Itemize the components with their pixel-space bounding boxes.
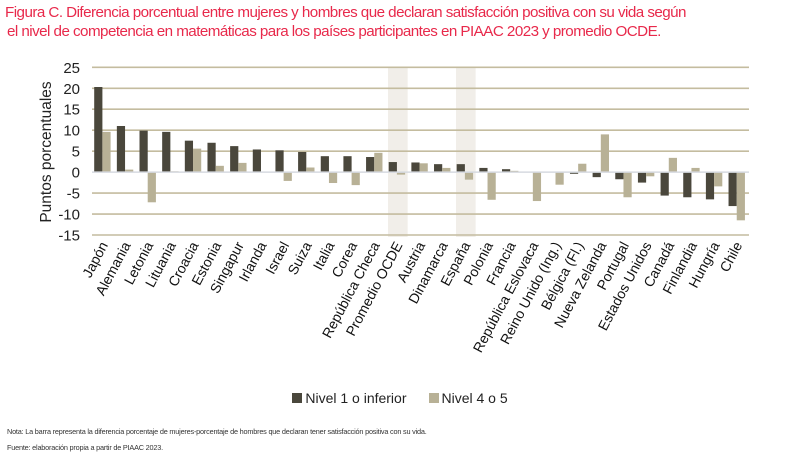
bar-nivel-1-o-inferior-finlandia	[683, 172, 692, 198]
bar-nivel-4-o-5-canada	[668, 157, 677, 173]
bar-nivel-1-o-inferior-polonia	[479, 167, 488, 173]
y-tick-label: 5	[72, 144, 80, 161]
bar-nivel-4-o-5-corea	[351, 172, 360, 186]
bar-nivel-4-o-5-estonia	[215, 165, 224, 173]
legend: Nivel 1 o inferior Nivel 4 o 5	[0, 390, 800, 406]
bar-nivel-4-o-5-reino-unido-ing	[555, 172, 564, 185]
bar-nivel-1-o-inferior-letonia	[139, 130, 148, 173]
bar-nivel-4-o-5-chile	[736, 172, 745, 221]
bars	[94, 87, 745, 221]
bar-nivel-1-o-inferior-suiza	[298, 151, 307, 173]
legend-swatch-dark	[292, 393, 303, 403]
bar-nivel-1-o-inferior-croacia	[184, 140, 194, 173]
chart-title-line-2: el nivel de competencia en matemáticas p…	[7, 23, 661, 40]
bar-nivel-1-o-inferior-chile	[728, 172, 737, 207]
bar-nivel-1-o-inferior-corea	[343, 156, 352, 173]
bar-nivel-4-o-5-singapur	[238, 162, 247, 173]
bar-nivel-1-o-inferior-promedio-ocde	[388, 162, 397, 173]
bar-nivel-4-o-5-suiza	[306, 167, 315, 173]
bar-nivel-4-o-5-japon	[102, 131, 111, 173]
y-tick-label: 20	[63, 81, 80, 98]
highlight-band-espana	[455, 67, 476, 237]
bar-nivel-1-o-inferior-estados-unidos	[637, 172, 647, 183]
bar-nivel-4-o-5-austria	[419, 163, 428, 173]
bar-nivel-1-o-inferior-estonia	[207, 142, 216, 173]
bar-nivel-1-o-inferior-alemania	[116, 125, 126, 173]
y-tick-label: -10	[58, 207, 80, 224]
bar-nivel-1-o-inferior-espana	[456, 164, 465, 173]
bar-nivel-1-o-inferior-lituania	[162, 131, 171, 173]
bar-nivel-4-o-5-italia	[328, 172, 338, 184]
bar-nivel-4-o-5-israel	[283, 172, 292, 181]
bar-nivel-4-o-5-finlandia	[691, 167, 700, 173]
bar-nivel-4-o-5-portugal	[623, 172, 632, 198]
bar-chart: 25 20 15 10 5 0 -5 -10 -15 Puntos porcentuales J…	[38, 60, 749, 355]
bar-nivel-1-o-inferior-israel	[275, 150, 284, 173]
y-tick-label: 10	[63, 123, 80, 140]
legend-label-nivel-4-5: Nivel 4 o 5	[441, 390, 508, 406]
y-tick-label: 15	[63, 102, 80, 119]
legend-swatch-light	[428, 393, 439, 403]
bar-nivel-1-o-inferior-canada	[660, 172, 669, 196]
chart-title-line-1: Figura C. Diferencia porcentual entre mu…	[5, 4, 687, 21]
y-tick-label: -5	[67, 186, 80, 203]
chart-title: Figura C. Diferencia porcentual entre mu…	[5, 3, 800, 41]
highlight-band-promedio-ocde	[388, 67, 408, 237]
bar-nivel-4-o-5-hungria	[714, 172, 723, 187]
gridlines	[92, 66, 749, 236]
bar-nivel-4-o-5-polonia	[487, 172, 496, 200]
y-axis-ticks: 25 20 15 10 5 0 -5 -10 -15	[58, 60, 80, 245]
bar-nivel-4-o-5-alemania	[125, 169, 134, 173]
bar-nivel-4-o-5-promedio-ocde	[396, 172, 406, 175]
footnote-nota: Nota: La barra representa la diferencia …	[7, 427, 427, 436]
bar-nivel-1-o-inferior-irlanda	[252, 149, 261, 173]
bar-nivel-1-o-inferior-japon	[94, 87, 103, 173]
y-tick-label: 25	[63, 60, 80, 77]
bar-nivel-1-o-inferior-portugal	[615, 172, 624, 180]
x-tick-label-suiza: Suiza	[284, 239, 315, 278]
bar-nivel-1-o-inferior-hungria	[705, 172, 715, 200]
legend-label-nivel-1: Nivel 1 o inferior	[305, 390, 407, 406]
x-tick-label-chile: Chile	[716, 239, 745, 275]
legend-item-nivel-4-5: Nivel 4 o 5	[428, 390, 508, 406]
y-axis-label: Puntos porcentuales	[38, 81, 55, 223]
bar-nivel-1-o-inferior-francia	[501, 169, 511, 173]
bar-nivel-4-o-5-estados-unidos	[646, 172, 655, 177]
bar-nivel-1-o-inferior-austria	[411, 162, 420, 173]
bar-nivel-1-o-inferior-dinamarca	[434, 164, 443, 173]
bar-nivel-4-o-5-croacia	[193, 148, 202, 173]
bar-nivel-1-o-inferior-nueva-zelanda	[592, 172, 601, 178]
bar-nivel-4-o-5-letonia	[147, 172, 156, 203]
bar-nivel-4-o-5-espana	[464, 172, 474, 180]
bar-nivel-1-o-inferior-republica-checa	[366, 157, 375, 173]
bar-nivel-1-o-inferior-italia	[320, 156, 329, 173]
bar-nivel-4-o-5-republica-checa	[374, 152, 383, 173]
bar-nivel-4-o-5-republica-eslovaca	[532, 172, 542, 202]
y-tick-label: -15	[58, 228, 80, 245]
footnote-fuente: Fuente: elaboración propia a partir de P…	[7, 443, 163, 452]
y-tick-label: 0	[72, 165, 80, 182]
x-axis-ticks: JapónAlemaniaLetoniaLituaniaCroaciaEston…	[79, 239, 745, 355]
legend-item-nivel-1: Nivel 1 o inferior	[292, 390, 407, 406]
bar-nivel-1-o-inferior-singapur	[230, 146, 239, 173]
bar-nivel-4-o-5-nueva-zelanda	[600, 134, 610, 173]
bar-nivel-4-o-5-belgica-fl	[578, 163, 587, 173]
highlight-bands	[388, 67, 476, 237]
bar-nivel-4-o-5-dinamarca	[442, 167, 451, 173]
bar-nivel-1-o-inferior-belgica-fl	[569, 172, 579, 174]
